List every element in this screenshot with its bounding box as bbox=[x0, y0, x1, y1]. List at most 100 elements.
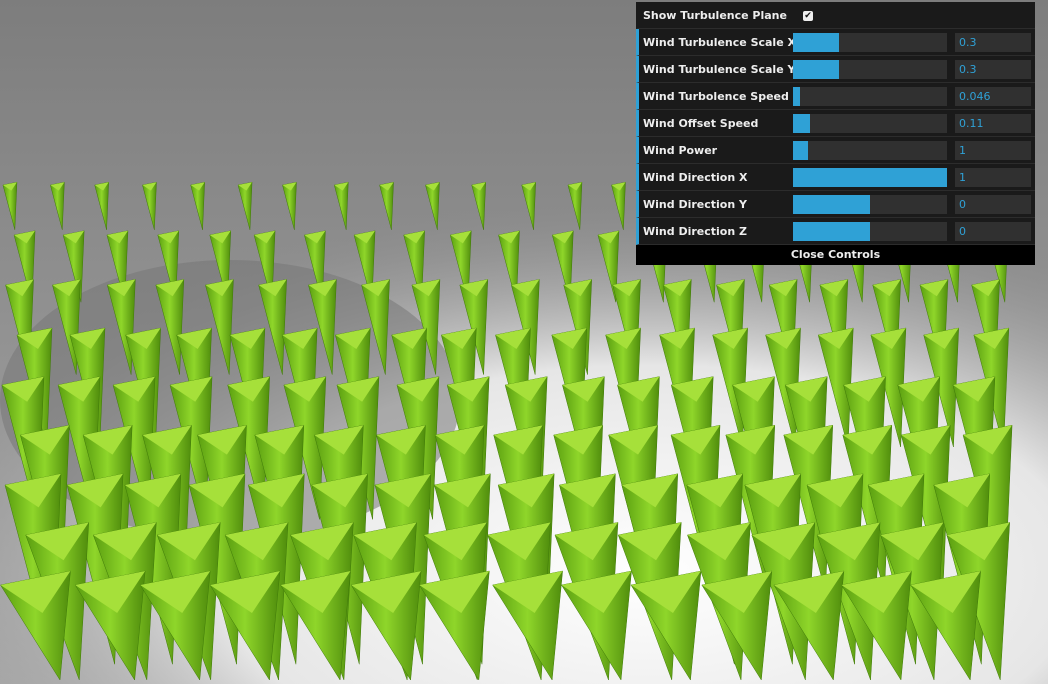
grass-blade-top bbox=[311, 473, 368, 508]
wind-turbulence-scale-x-input[interactable]: 0.3 bbox=[955, 33, 1031, 52]
wind-offset-speed-label: Wind Offset Speed bbox=[643, 117, 759, 130]
grass-blade-top bbox=[605, 328, 641, 349]
wind-turbolence-speed-slider-fill bbox=[793, 87, 801, 106]
grass-blade-top bbox=[971, 279, 1000, 297]
wind-direction-z-slider[interactable] bbox=[793, 222, 947, 241]
grass-blade bbox=[282, 181, 297, 230]
grass-blade-top bbox=[611, 182, 626, 191]
grass-blade bbox=[237, 181, 253, 230]
grass-blade-top bbox=[597, 230, 619, 244]
grass-blade-top bbox=[354, 230, 376, 244]
grass-blade-top bbox=[142, 182, 157, 191]
grass-blade-top bbox=[933, 473, 990, 508]
grass-blade-top bbox=[69, 328, 105, 349]
grass-blade-top bbox=[495, 328, 531, 349]
wind-offset-speed-row: Wind Offset Speed 0.11 bbox=[636, 110, 1035, 137]
grass-blade-top bbox=[63, 230, 85, 244]
grass-blade-top bbox=[140, 571, 211, 613]
grass-blade-top bbox=[765, 328, 801, 349]
grass-blade-top bbox=[254, 230, 276, 244]
grass-blade-top bbox=[238, 182, 253, 191]
grass-blade-top bbox=[157, 230, 179, 244]
grass-blade-top bbox=[419, 571, 490, 613]
wind-power-slider-fill bbox=[793, 141, 809, 160]
grass-blade-top bbox=[396, 376, 439, 402]
grass-blade-top bbox=[376, 425, 426, 455]
wind-turbulence-scale-y-slider[interactable] bbox=[793, 60, 947, 79]
wind-direction-x-input[interactable]: 1 bbox=[955, 168, 1031, 187]
wind-direction-y-slider[interactable] bbox=[793, 195, 947, 214]
grass-blade-top bbox=[258, 279, 287, 297]
grass-blade-top bbox=[659, 328, 695, 349]
grass-blade-top bbox=[282, 182, 297, 191]
grass-blade-top bbox=[686, 473, 743, 508]
wind-turbulence-scale-x-row: Wind Turbulence Scale X 0.3 bbox=[636, 29, 1035, 56]
grass-blade-top bbox=[492, 571, 563, 613]
grass-blade-top bbox=[880, 522, 944, 561]
wind-turbulence-scale-x-slider[interactable] bbox=[793, 33, 947, 52]
grass-blade bbox=[361, 279, 390, 375]
grass-blade-top bbox=[304, 230, 326, 244]
grass-blade-top bbox=[435, 425, 485, 455]
grass-blade bbox=[155, 279, 185, 375]
wind-power-slider[interactable] bbox=[793, 141, 947, 160]
show-turbulence-plane-checkbox[interactable]: ✔ bbox=[803, 11, 813, 21]
show-turbulence-plane-row[interactable]: Show Turbulence Plane ✔ bbox=[636, 2, 1035, 29]
grass-blade-top bbox=[554, 522, 618, 561]
grass-blade-top bbox=[751, 522, 815, 561]
grass-blade-top bbox=[290, 522, 354, 561]
grass-blade-top bbox=[553, 425, 603, 455]
wind-turbulence-scale-y-label: Wind Turbulence Scale Y bbox=[643, 63, 796, 76]
grass-blade-top bbox=[701, 571, 772, 613]
grass-blade-top bbox=[50, 182, 65, 191]
grass-blade-top bbox=[379, 182, 394, 191]
wind-turbulence-scale-y-row: Wind Turbulence Scale Y 0.3 bbox=[636, 56, 1035, 83]
grass-blade-top bbox=[188, 473, 245, 508]
grass-blade-top bbox=[336, 376, 379, 402]
grass-blade-top bbox=[870, 328, 906, 349]
grass-blade-top bbox=[353, 522, 417, 561]
wind-direction-y-row: Wind Direction Y 0 bbox=[636, 191, 1035, 218]
wind-power-input[interactable]: 1 bbox=[955, 141, 1031, 160]
grass-blade-top bbox=[14, 230, 36, 244]
grass-blade bbox=[597, 230, 620, 303]
grass-blade-top bbox=[334, 182, 349, 191]
grass-blade-top bbox=[561, 571, 632, 613]
wind-offset-speed-input[interactable]: 0.11 bbox=[955, 114, 1031, 133]
grass-blade-top bbox=[843, 376, 886, 402]
grass-blade-top bbox=[952, 376, 995, 402]
grass-blade-top bbox=[4, 473, 61, 508]
grass-blade-top bbox=[716, 279, 745, 297]
grass-blade-top bbox=[612, 279, 641, 297]
grass-blade-top bbox=[521, 182, 536, 191]
wind-offset-speed-slider[interactable] bbox=[793, 114, 947, 133]
grass-blade-top bbox=[910, 571, 981, 613]
show-turbulence-plane-label: Show Turbulence Plane bbox=[643, 9, 787, 22]
wind-direction-z-input[interactable]: 0 bbox=[955, 222, 1031, 241]
wind-turbulence-scale-y-input[interactable]: 0.3 bbox=[955, 60, 1031, 79]
grass-blade-top bbox=[254, 425, 304, 455]
wind-direction-y-input[interactable]: 0 bbox=[955, 195, 1031, 214]
grass-blade-top bbox=[552, 230, 574, 244]
wind-turbolence-speed-input[interactable]: 0.046 bbox=[955, 87, 1031, 106]
grass-blade-top bbox=[617, 376, 660, 402]
grass-blade-top bbox=[280, 571, 351, 613]
grass-blade-top bbox=[621, 473, 678, 508]
wind-direction-x-slider[interactable] bbox=[793, 168, 947, 187]
wind-direction-y-label: Wind Direction Y bbox=[643, 198, 747, 211]
grass-blade bbox=[630, 570, 702, 681]
grass-blade-top bbox=[487, 522, 551, 561]
grass-blade-top bbox=[93, 522, 157, 561]
grass-blade-top bbox=[16, 328, 52, 349]
grass-blade-top bbox=[227, 376, 270, 402]
grass-blade-top bbox=[351, 571, 422, 613]
grass-blade-top bbox=[744, 473, 801, 508]
grass-blade-top bbox=[872, 279, 901, 297]
grass-blade-top bbox=[361, 279, 390, 297]
grass-blade-top bbox=[559, 473, 616, 508]
wind-turbolence-speed-slider[interactable] bbox=[793, 87, 947, 106]
wind-power-label: Wind Power bbox=[643, 144, 718, 157]
wind-offset-speed-slider-fill bbox=[793, 114, 810, 133]
grass-blade-top bbox=[248, 473, 305, 508]
close-controls-button[interactable]: Close Controls bbox=[636, 245, 1035, 265]
